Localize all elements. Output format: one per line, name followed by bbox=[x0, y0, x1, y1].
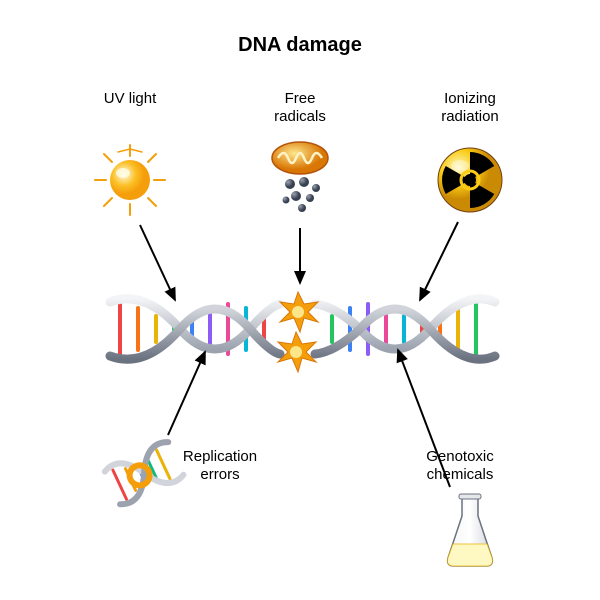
page-title: DNA damage bbox=[0, 34, 600, 57]
label-genotoxic-chemicals: Genotoxicchemicals bbox=[410, 448, 510, 484]
sun-icon bbox=[90, 140, 170, 220]
radiation-icon bbox=[434, 144, 506, 216]
label-uv-light: UV light bbox=[80, 90, 180, 108]
flask-icon bbox=[442, 492, 498, 570]
dna-fragment-icon bbox=[100, 435, 190, 515]
label-free-radicals: Freeradicals bbox=[250, 90, 350, 126]
dna-helix bbox=[100, 284, 500, 374]
mitochondrion-icon bbox=[268, 140, 332, 230]
label-ionizing-radiation: Ionizingradiation bbox=[420, 90, 520, 126]
damage-burst-icon bbox=[278, 292, 318, 372]
